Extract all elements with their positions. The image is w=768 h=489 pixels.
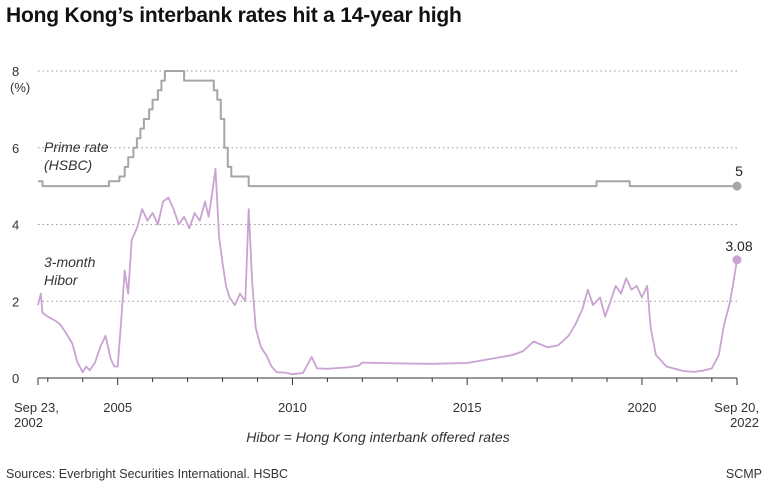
- brand-label: SCMP: [725, 467, 762, 481]
- y-axis-unit: (%): [10, 80, 30, 95]
- source-note: Sources: Everbright Securities Internati…: [6, 467, 289, 481]
- hibor-label: Hibor: [44, 272, 79, 288]
- x-tick-label: 2010: [278, 400, 307, 415]
- prime-rate-label: (HSBC): [44, 157, 92, 173]
- y-tick-label: 8: [12, 64, 19, 79]
- x-tick-label: Sep 20,: [714, 400, 759, 415]
- prime-rate-line: [38, 70, 737, 188]
- prime-rate-end-dot: [732, 181, 742, 191]
- hibor-label: 3-month: [44, 254, 96, 270]
- y-tick-label: 2: [12, 294, 19, 309]
- hibor-end-dot: [732, 255, 742, 265]
- x-tick-label: 2022: [730, 415, 759, 430]
- y-tick-label: 4: [12, 218, 19, 233]
- x-tick-label: 2002: [14, 415, 43, 430]
- x-tick-label: 2005: [103, 400, 132, 415]
- chart-title: Hong Kong’s interbank rates hit a 14-yea…: [6, 4, 462, 27]
- x-tick-label: 2015: [453, 400, 482, 415]
- y-tick-label: 6: [12, 141, 19, 156]
- footnote: Hibor = Hong Kong interbank offered rate…: [246, 429, 509, 445]
- y-tick-label: 0: [12, 371, 19, 386]
- x-tick-label: 2020: [627, 400, 656, 415]
- prime-rate-end-label: 5: [735, 163, 743, 179]
- prime-rate-label: Prime rate: [44, 139, 109, 155]
- hibor-end-label: 3.08: [725, 238, 752, 254]
- x-tick-label: Sep 23,: [14, 400, 59, 415]
- hibor-line: [37, 168, 738, 376]
